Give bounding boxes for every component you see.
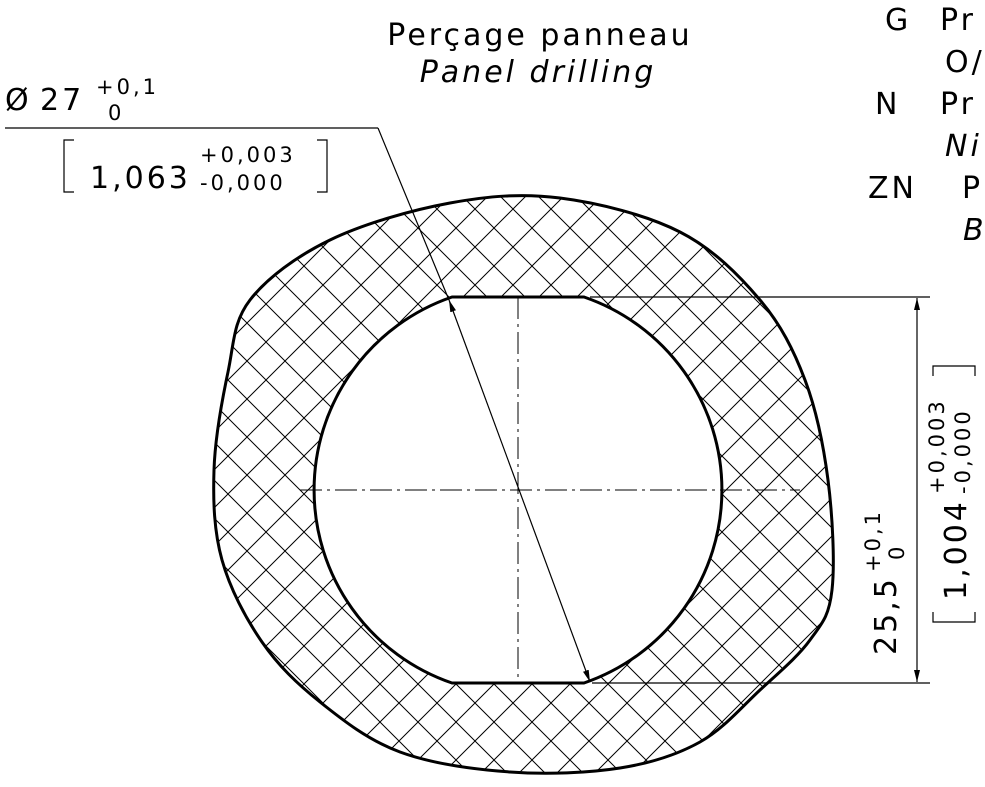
height-inch-lower: -0,000 xyxy=(951,408,975,494)
height-inch-upper: +0,003 xyxy=(925,398,949,494)
legend-code: ZN xyxy=(868,171,917,206)
legend-text: Pr xyxy=(940,87,976,122)
legend-code: N xyxy=(875,87,900,122)
height-lower: 0 xyxy=(885,544,909,560)
diameter-dimension xyxy=(448,299,591,683)
dia-inch: 1,063 xyxy=(90,161,191,196)
cutout-outline xyxy=(312,295,724,685)
dia-symbol: Ø xyxy=(5,83,32,118)
height-inch: 1,004 xyxy=(939,499,974,600)
title-fr: Perçage panneau xyxy=(387,18,692,53)
leader xyxy=(377,127,450,301)
height-value: 25,5 xyxy=(869,576,904,655)
legend-text: Pr xyxy=(940,3,976,38)
legend-text: P xyxy=(962,171,983,206)
legend-sub: O/ xyxy=(945,45,985,80)
dia-value: 27 xyxy=(40,83,84,118)
legend-sub: Ni xyxy=(945,129,982,164)
legend-code: G xyxy=(885,3,911,38)
brackets xyxy=(63,139,328,193)
title-en: Panel drilling xyxy=(420,55,657,90)
dia-inch-upper: +0,003 xyxy=(200,143,296,167)
legend-sub: B xyxy=(963,213,985,248)
dia-upper: +0,1 xyxy=(96,75,159,99)
dia-lower: 0 xyxy=(108,101,124,125)
height-upper: +0,1 xyxy=(861,509,885,572)
dia-inch-lower: -0,000 xyxy=(200,171,286,195)
hatched-panel xyxy=(213,195,834,774)
brackets xyxy=(932,365,976,623)
panel-outline xyxy=(212,194,835,775)
